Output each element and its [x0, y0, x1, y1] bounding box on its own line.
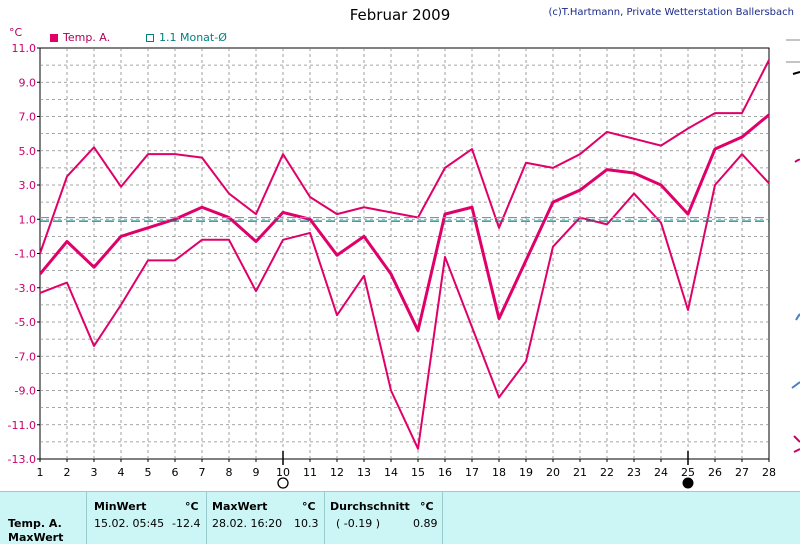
x-tick-label: 27: [735, 466, 749, 479]
x-tick-label: 16: [438, 466, 452, 479]
row-label-series: Temp. A.: [8, 517, 62, 530]
y-tick-label: -7.0: [15, 350, 36, 363]
min-unit-header: °C: [185, 500, 199, 513]
x-tick-label: 15: [411, 466, 425, 479]
min-value: -12.4: [172, 517, 201, 530]
y-tick-label: -1.0: [15, 248, 36, 261]
right-edge-mark: [794, 158, 800, 163]
max-datetime: 28.02. 16:20: [212, 517, 283, 530]
y-tick-label: 1.0: [19, 213, 37, 226]
x-tick-label: 17: [465, 466, 479, 479]
avg-value: 0.89: [413, 517, 438, 530]
min-header: MinWert: [94, 500, 147, 513]
right-edge-mark: [792, 71, 800, 75]
max-header: MaxWert: [212, 500, 268, 513]
x-tick-label: 8: [226, 466, 233, 479]
legend-monthly-swatch: [146, 33, 154, 42]
x-tick-label: 3: [91, 466, 98, 479]
max-value: 10.3: [294, 517, 319, 530]
legend-temp: Temp. A.: [50, 31, 110, 44]
full-moon-icon: [277, 477, 289, 489]
credit-text: (c)T.Hartmann, Private Wetterstation Bal…: [548, 7, 794, 18]
x-tick-label: 13: [357, 466, 371, 479]
y-tick-label: -5.0: [15, 316, 36, 329]
x-tick-label: 5: [145, 466, 152, 479]
y-tick-label: 7.0: [19, 111, 37, 124]
right-edge-decoration: [786, 39, 800, 453]
x-tick-label: 25: [681, 466, 695, 479]
x-tick-label: 28: [762, 466, 776, 479]
x-tick-label: 23: [627, 466, 641, 479]
x-tick-label: 21: [573, 466, 587, 479]
legend-temp-label: Temp. A.: [63, 31, 111, 44]
x-tick-label: 14: [384, 466, 398, 479]
x-tick-label: 11: [303, 466, 317, 479]
x-tick-label: 22: [600, 466, 614, 479]
max-unit-header: °C: [302, 500, 316, 513]
x-tick-label: 10: [276, 466, 290, 479]
right-edge-mark: [795, 313, 800, 321]
panel-divider: [86, 492, 87, 544]
x-tick-label: 19: [519, 466, 533, 479]
panel-divider: [324, 492, 325, 544]
x-tick-label: 7: [199, 466, 206, 479]
avg-extra: ( -0.19 ): [336, 517, 381, 530]
min-datetime: 15.02. 05:45: [94, 517, 165, 530]
chart-title: Februar 2009: [349, 6, 451, 24]
row-label-maxwert: MaxWert: [8, 531, 64, 544]
y-tick-label: -13.0: [8, 453, 36, 466]
y-tick-label: 11.0: [12, 42, 37, 55]
x-tick-label: 26: [708, 466, 722, 479]
x-tick-label: 20: [546, 466, 560, 479]
x-tick-label: 6: [172, 466, 179, 479]
legend-monthly-label: 1.1 Monat-Ø: [159, 31, 227, 44]
temperature-chart: 11.0 9.0 7.0 5.0 3.0 1.0 -1.0 -3.0 -5.0 -7.0 -9.0 -…: [8, 39, 800, 489]
y-tick-label: 3.0: [19, 179, 37, 192]
x-tick-label: 24: [654, 466, 668, 479]
x-tick-label: 18: [492, 466, 506, 479]
legend-temp-swatch: [50, 33, 58, 42]
moon-phase-markers: [277, 451, 694, 489]
new-moon-icon: [682, 477, 694, 489]
panel-divider: [442, 492, 443, 544]
series-line-mean: [38, 113, 770, 333]
x-tick-label: 2: [64, 466, 71, 479]
grid: [39, 47, 770, 460]
axis-ticks: 11.0 9.0 7.0 5.0 3.0 1.0 -1.0 -3.0 -5.0 -7.0 -9.0 -…: [8, 42, 776, 479]
right-edge-mark: [793, 448, 800, 453]
x-tick-label: 9: [253, 466, 260, 479]
avg-unit-header: °C: [420, 500, 434, 513]
x-tick-label: 12: [330, 466, 344, 479]
right-edge-mark: [791, 381, 800, 389]
y-axis-unit: °C: [9, 26, 23, 39]
y-tick-label: 5.0: [19, 145, 37, 158]
x-tick-label: 4: [118, 466, 125, 479]
right-edge-mark: [793, 435, 800, 443]
avg-header: Durchschnitt: [330, 500, 410, 513]
y-tick-label: -11.0: [8, 419, 36, 432]
panel-divider: [206, 492, 207, 544]
series-lines: [38, 59, 770, 450]
series-line-max: [39, 59, 770, 254]
legend-monthly: 1.1 Monat-Ø: [146, 31, 227, 44]
y-tick-label: -9.0: [15, 385, 36, 398]
statistics-panel: Temp. A. MaxWert MinWert °C 15.02. 05:45…: [0, 491, 800, 544]
series-line-min: [39, 153, 770, 450]
y-tick-label: -3.0: [15, 282, 36, 295]
y-tick-label: 9.0: [19, 76, 37, 89]
x-tick-label: 1: [37, 466, 44, 479]
